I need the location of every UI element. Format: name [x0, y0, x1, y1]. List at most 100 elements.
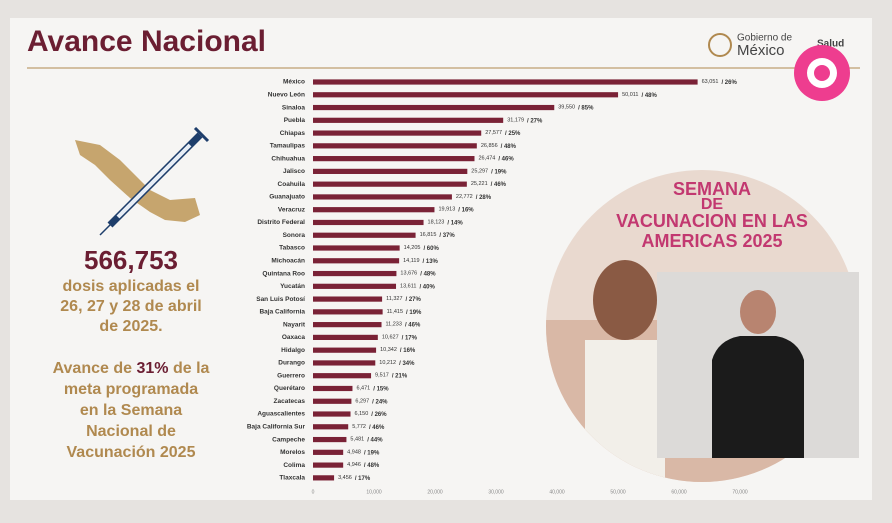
value-percent: / 46% — [498, 156, 514, 162]
needle — [99, 222, 113, 236]
value-percent: / 26% — [721, 80, 737, 86]
value-number: 11,233 — [386, 322, 402, 328]
value-label: 4,946/ 48% — [347, 463, 380, 469]
category-label: Michoacán — [271, 257, 305, 264]
logo-emblem — [708, 33, 732, 57]
value-label: 50,011/ 48% — [622, 92, 657, 98]
value-percent: / 60% — [423, 246, 439, 252]
category-label: Nayarit — [283, 321, 306, 328]
value-number: 31,179 — [507, 118, 524, 124]
category-label: Morelos — [280, 449, 305, 456]
value-percent: / 17% — [355, 475, 371, 481]
progress-line: meta programada — [64, 381, 198, 398]
category-label: Oaxaca — [282, 334, 306, 341]
bar — [313, 475, 335, 481]
value-label: 5,772/ 46% — [352, 424, 385, 430]
bar — [313, 92, 619, 98]
x-tick-label: 40,000 — [549, 489, 565, 495]
value-number: 11,327 — [386, 297, 402, 303]
value-label: 22,772/ 28% — [456, 194, 492, 200]
bar — [313, 232, 416, 238]
value-percent: / 48% — [641, 92, 657, 98]
value-percent: / 19% — [364, 450, 380, 456]
banner-text: SEMANA — [673, 179, 751, 199]
value-label: 11,233/ 46% — [386, 322, 421, 328]
category-label: Distrito Federal — [257, 219, 305, 226]
summary-line: dosis aplicadas el — [63, 278, 200, 295]
value-label: 6,297/ 24% — [355, 399, 388, 405]
value-percent: / 48% — [501, 143, 517, 149]
category-label: Aguascalientes — [257, 411, 305, 418]
category-label: Quintana Roo — [262, 270, 305, 277]
category-label: México — [283, 79, 305, 86]
value-percent: / 16% — [400, 348, 416, 354]
value-percent: / 27% — [406, 297, 422, 303]
category-label: Campeche — [272, 436, 305, 443]
value-percent: / 48% — [420, 271, 436, 277]
bar — [313, 309, 383, 315]
bar — [313, 143, 477, 149]
summary-line: de 2025. — [99, 318, 162, 335]
syringe — [116, 143, 192, 219]
bar — [313, 207, 435, 213]
value-number: 6,471 — [356, 386, 370, 392]
value-number: 4,948 — [347, 450, 361, 456]
bar — [313, 79, 698, 85]
value-label: 18,123/ 14% — [428, 220, 464, 226]
category-label: Nuevo León — [268, 91, 305, 98]
category-label: Jalisco — [283, 168, 305, 175]
value-number: 22,772 — [456, 194, 473, 200]
value-percent: / 16% — [458, 207, 474, 213]
value-percent: / 46% — [491, 182, 507, 188]
value-percent: / 85% — [578, 105, 594, 111]
progress-lead: Avance de — [53, 360, 133, 377]
logo-text: México — [737, 42, 785, 59]
value-number: 13,676 — [400, 271, 417, 277]
value-percent: / 15% — [373, 386, 389, 392]
progress-line: en la Semana — [80, 402, 182, 419]
value-percent: / 46% — [405, 322, 421, 328]
bar — [313, 449, 344, 455]
map-illustration — [75, 140, 200, 222]
value-label: 6,471/ 15% — [356, 386, 389, 392]
value-label: 16,815/ 37% — [420, 233, 456, 239]
value-percent: / 44% — [367, 437, 383, 443]
value-label: 13,611/ 40% — [400, 284, 435, 290]
bar — [313, 424, 349, 430]
bar — [313, 411, 351, 417]
bar — [313, 219, 424, 226]
value-percent: / 27% — [527, 118, 543, 124]
value-label: 10,212/ 34% — [379, 360, 415, 366]
title: Avance Nacional — [27, 25, 266, 58]
interpreter-head — [740, 290, 776, 334]
category-label: Tamaulipas — [270, 143, 306, 150]
category-label: Chiapas — [280, 130, 306, 137]
banner-text: AMERICAS 2025 — [641, 231, 782, 251]
interpreter-body — [712, 336, 804, 458]
value-number: 10,212 — [379, 360, 396, 366]
value-percent: / 25% — [505, 131, 521, 137]
value-percent: / 40% — [419, 284, 435, 290]
category-label: Querétaro — [274, 385, 305, 392]
progress-rest: de la — [173, 360, 210, 377]
value-number: 16,815 — [420, 233, 437, 239]
value-label: 13,676/ 48% — [400, 271, 436, 277]
photo-face — [593, 260, 657, 340]
value-number: 6,150 — [355, 411, 369, 417]
value-label: 26,474/ 46% — [478, 156, 514, 162]
value-label: 11,415/ 19% — [387, 309, 422, 315]
bar — [313, 181, 467, 187]
bar — [313, 373, 372, 379]
value-percent: / 17% — [402, 335, 418, 341]
progress-highlight: 31% — [136, 360, 168, 377]
bar — [313, 398, 352, 404]
value-number: 9,517 — [375, 373, 389, 379]
category-label: Durango — [278, 360, 305, 367]
value-percent: / 24% — [372, 399, 388, 405]
bar — [313, 245, 400, 251]
bar — [313, 322, 382, 328]
bar — [313, 156, 475, 162]
bar — [313, 270, 397, 277]
value-label: 25,221/ 46% — [471, 182, 507, 188]
x-tick-label: 20,000 — [427, 489, 443, 495]
